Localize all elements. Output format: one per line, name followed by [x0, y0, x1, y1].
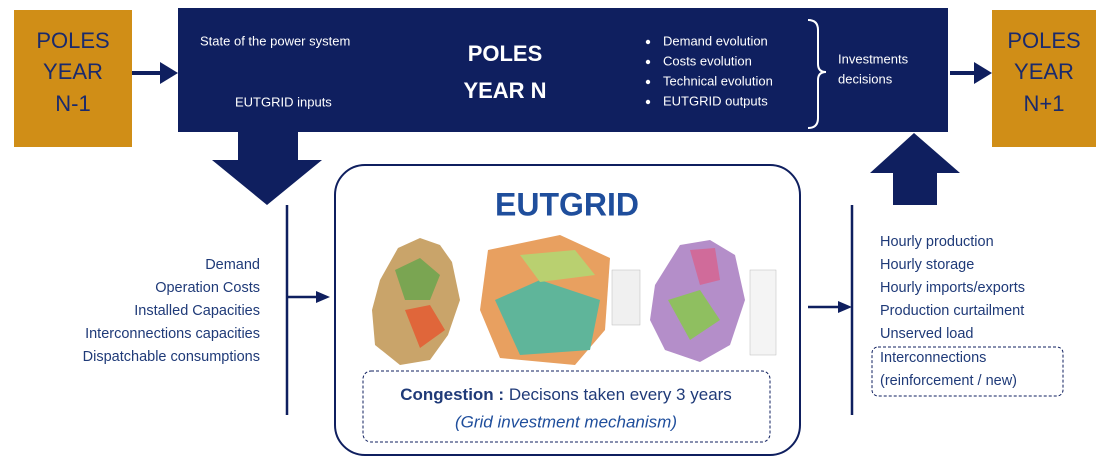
bullet-text: Demand evolution	[663, 33, 768, 48]
input-item: Operation Costs	[155, 280, 260, 296]
arrows	[132, 62, 992, 415]
state-label: State of the power system	[200, 33, 350, 48]
poles-prev-line: YEAR	[43, 59, 103, 84]
congestion-text: Decisons taken every 3 years	[509, 385, 732, 404]
output-item: Unserved load	[880, 326, 974, 342]
poles-title: YEAR N	[463, 78, 546, 103]
poles-prev-line: POLES	[36, 28, 109, 53]
maps	[372, 235, 777, 365]
input-item: Installed Capacities	[134, 303, 260, 319]
output-item: Hourly production	[880, 234, 994, 250]
input-item: Demand	[205, 257, 260, 273]
inputs-label: EUTGRID inputs	[235, 94, 332, 109]
input-item: Dispatchable consumptions	[83, 349, 260, 365]
congestion-box	[362, 370, 771, 443]
bullet-text: Technical evolution	[663, 73, 773, 88]
output-item: Hourly storage	[880, 257, 974, 273]
poles-title: POLES	[468, 41, 543, 66]
congestion-line: Congestion : Decisons taken every 3 year…	[400, 385, 732, 404]
brace	[807, 19, 827, 129]
eutgrid-title: EUTGRID	[495, 186, 639, 222]
output-item: (reinforcement / new)	[880, 373, 1017, 389]
bullet-text: EUTGRID outputs	[663, 93, 768, 108]
mechanism: (Grid investment mechanism)	[455, 412, 677, 431]
poles-prev-box	[14, 10, 132, 147]
output-item: Hourly imports/exports	[880, 280, 1025, 296]
poles-next-box	[992, 10, 1096, 147]
poles-next-line: N+1	[1024, 91, 1065, 116]
decisions-label: Investments	[838, 51, 909, 66]
poles-prev-line: N-1	[55, 91, 90, 116]
poles-next-line: POLES	[1007, 28, 1080, 53]
interconnections-box	[871, 346, 1064, 397]
output-item: Interconnections	[880, 350, 986, 366]
bullets	[645, 39, 651, 105]
poles-next-line: YEAR	[1014, 59, 1074, 84]
decisions-label: decisions	[838, 71, 893, 86]
bullet-text: Costs evolution	[663, 53, 752, 68]
congestion-label: Congestion :	[400, 385, 504, 404]
poles-year-box	[178, 8, 948, 132]
output-item: Production curtailment	[880, 303, 1024, 319]
input-item: Interconnections capacities	[85, 326, 260, 342]
